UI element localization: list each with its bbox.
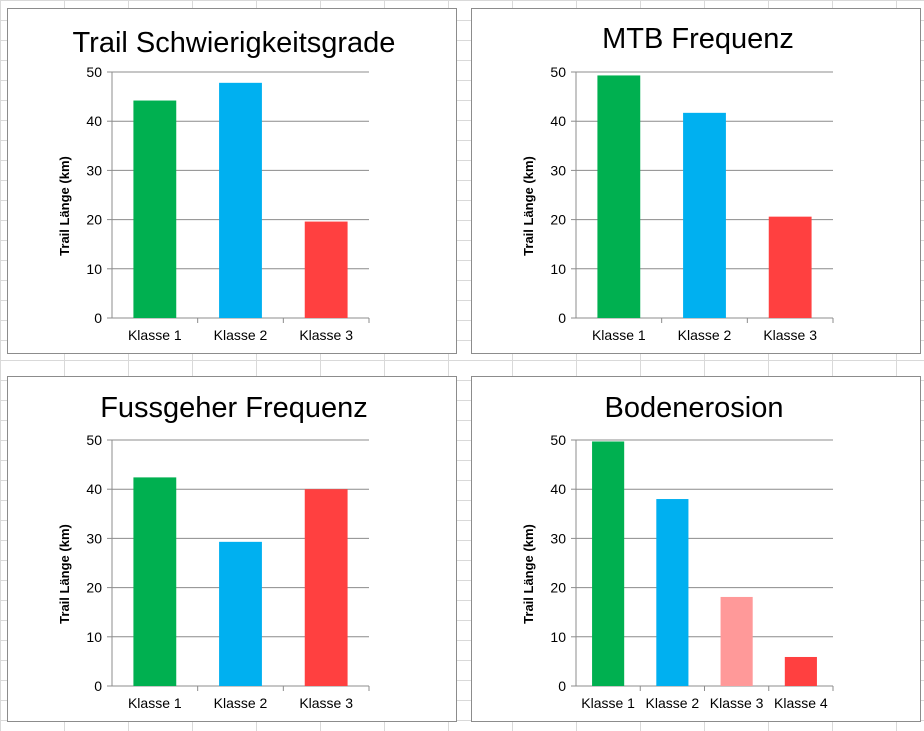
chart-title: MTB Frequenz xyxy=(602,23,794,55)
chart-title: Bodenerosion xyxy=(605,392,784,424)
y-tick-label: 20 xyxy=(550,580,566,596)
y-tick-label: 40 xyxy=(86,113,102,129)
chart-title: Trail Schwierigkeitsgrade xyxy=(73,27,396,59)
bar[interactable] xyxy=(768,216,812,318)
bar[interactable] xyxy=(592,441,625,686)
plot-area: 0 10 20 30 40 50 Klasse 1 Klasse 2 Klasse 3 xyxy=(86,432,370,711)
y-tick-label: 40 xyxy=(86,481,102,497)
bar-chart: MTB Frequenz Trail Länge (km) 0 10 20 30 40 5… xyxy=(521,23,834,343)
plot-area: 0 10 20 30 40 50 Klasse 1 Klasse 2 Klasse 3 xyxy=(86,64,370,343)
x-tick-label: Klasse 3 xyxy=(763,327,817,343)
y-tick-label: 40 xyxy=(550,481,566,497)
y-axis-title: Trail Länge (km) xyxy=(521,156,536,256)
x-tick-label: Klasse 3 xyxy=(299,327,353,343)
y-tick-label: 50 xyxy=(86,64,102,80)
y-tick-label: 0 xyxy=(558,310,566,326)
bar[interactable] xyxy=(683,112,726,318)
bar[interactable] xyxy=(304,489,348,686)
bar[interactable] xyxy=(304,221,348,318)
chart-panel-trail-schwierigkeitsgrade[interactable]: Trail Schwierigkeitsgrade Trail Länge (k… xyxy=(7,8,457,354)
y-tick-label: 30 xyxy=(86,162,102,178)
y-axis-title: Trail Länge (km) xyxy=(57,524,72,624)
y-tick-label: 50 xyxy=(550,64,566,80)
bar[interactable] xyxy=(219,82,262,318)
bar[interactable] xyxy=(133,477,177,686)
y-tick-label: 0 xyxy=(94,678,102,694)
x-tick-label: Klasse 3 xyxy=(299,695,353,711)
plot-area: 0 10 20 30 40 50 Klasse 1 Klasse 2 Klasse 3 xyxy=(550,64,834,343)
bar-chart: Bodenerosion Trail Länge (km) 0 10 20 30 40 5… xyxy=(521,392,834,711)
y-tick-label: 20 xyxy=(550,212,566,228)
x-tick-label: Klasse 3 xyxy=(710,695,764,711)
y-tick-label: 40 xyxy=(550,113,566,129)
y-tick-label: 30 xyxy=(86,530,102,546)
y-tick-label: 50 xyxy=(550,432,566,448)
chart-panel-fussgeher-frequenz[interactable]: Fussgeher Frequenz Trail Länge (km) 0 10 2… xyxy=(7,376,457,722)
y-tick-label: 10 xyxy=(86,629,102,645)
y-tick-label: 0 xyxy=(558,678,566,694)
x-tick-label: Klasse 1 xyxy=(581,695,635,711)
chart-panel-mtb-frequenz[interactable]: MTB Frequenz Trail Länge (km) 0 10 20 30 40 5… xyxy=(471,8,921,354)
bar[interactable] xyxy=(219,541,262,686)
y-tick-label: 0 xyxy=(94,310,102,326)
y-tick-label: 10 xyxy=(86,261,102,277)
x-tick-label: Klasse 4 xyxy=(774,695,828,711)
y-tick-label: 30 xyxy=(550,162,566,178)
y-axis-title: Trail Länge (km) xyxy=(57,156,72,256)
bar[interactable] xyxy=(597,75,641,318)
chart-title: Fussgeher Frequenz xyxy=(100,392,368,424)
bar[interactable] xyxy=(784,656,817,686)
y-tick-label: 10 xyxy=(550,629,566,645)
bar[interactable] xyxy=(720,596,753,686)
y-tick-label: 50 xyxy=(86,432,102,448)
bar[interactable] xyxy=(133,100,177,318)
y-axis-title: Trail Länge (km) xyxy=(521,524,536,624)
x-tick-label: Klasse 1 xyxy=(128,695,182,711)
y-tick-label: 30 xyxy=(550,530,566,546)
bar[interactable] xyxy=(656,499,689,686)
bar-chart: Fussgeher Frequenz Trail Länge (km) 0 10 2… xyxy=(57,392,370,711)
chart-panel-bodenerosion[interactable]: Bodenerosion Trail Länge (km) 0 10 20 30 40 5… xyxy=(471,376,921,722)
y-tick-label: 10 xyxy=(550,261,566,277)
y-tick-label: 20 xyxy=(86,580,102,596)
x-tick-label: Klasse 1 xyxy=(128,327,182,343)
x-tick-label: Klasse 2 xyxy=(646,695,700,711)
x-tick-label: Klasse 2 xyxy=(214,695,268,711)
x-tick-label: Klasse 2 xyxy=(678,327,732,343)
bar-chart: Trail Schwierigkeitsgrade Trail Länge (k… xyxy=(57,27,396,343)
x-tick-label: Klasse 2 xyxy=(214,327,268,343)
plot-area: 0 10 20 30 40 50 Klasse 1 Klasse 2 Klasse 3 Klass… xyxy=(550,432,834,711)
y-tick-label: 20 xyxy=(86,212,102,228)
x-tick-label: Klasse 1 xyxy=(592,327,646,343)
